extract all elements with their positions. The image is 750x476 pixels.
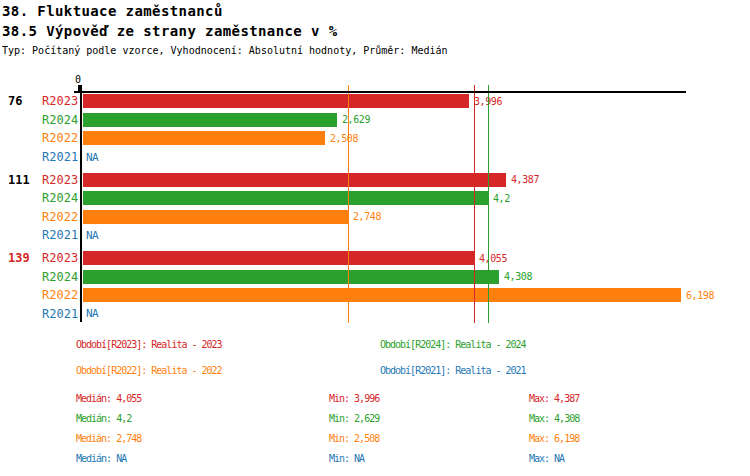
median-stat-r2021: Medián: NA [76,453,126,464]
bar-r2023 [83,173,506,187]
bar-r2022 [83,288,681,302]
bar-value-label: 2,629 [342,114,370,125]
bar-row-139-r2021: R2021 NA [0,305,750,324]
group-label-139: 139 [0,251,42,265]
series-label-r2023: R2023 [42,251,76,265]
bar-row-111-r2024: R2024 4,2 [0,189,750,208]
bar-plot-area: 76R20233,996R20242,629R20222,508R2021NA1… [0,92,750,327]
bar-row-111-r2021: R2021 NA [0,226,750,245]
median-line-r2023 [474,85,475,323]
series-label-r2022: R2022 [42,210,76,224]
min-stat-r2023: Min: 3,996 [329,393,379,404]
legend-item-r2024: Období[R2024]: Realita - 2024 [380,339,526,350]
y-axis-line [80,85,82,322]
max-stat-r2021: Max: NA [529,453,564,464]
median-stat-r2024: Medián: 4,2 [76,413,131,424]
report-chart-canvas: 38. Fluktuace zaměstnanců 38.5 Výpověď z… [0,0,750,476]
series-label-r2024: R2024 [42,270,76,284]
bar-value-label: 4,308 [504,271,532,282]
median-stat-r2022: Medián: 2,748 [76,433,141,444]
bar-group-111: 111R2023 4,387 R2024 4,2 R2022 2,748 R2021 NA [0,170,750,244]
bar-row-76-r2021: R2021 NA [0,148,750,167]
x-axis-line [74,91,686,93]
series-label-r2022: R2022 [42,131,76,145]
series-label-r2021: R2021 [42,228,76,242]
bar-r2022 [83,210,348,224]
bar-row-111-r2023: 111R2023 4,387 [0,170,750,189]
bar-value-label: 4,2 [493,193,510,204]
min-stat-r2022: Min: 2,508 [329,433,379,444]
series-label-r2024: R2024 [42,191,76,205]
bar-value-label: 6,198 [686,290,714,301]
median-stat-r2023: Medián: 4,055 [76,393,141,404]
bar-row-139-r2024: R2024 4,308 [0,267,750,286]
series-label-r2021: R2021 [42,307,76,321]
series-label-r2023: R2023 [42,94,76,108]
series-label-r2024: R2024 [42,113,76,127]
bar-r2024 [83,191,488,205]
x-axis-zero-label: 0 [75,74,81,85]
min-stat-r2024: Min: 2,629 [329,413,379,424]
bar-r2023 [83,94,469,108]
legend-item-r2022: Období[R2022]: Realita - 2022 [76,365,222,376]
bar-r2023 [83,251,474,265]
median-line-r2024 [488,85,489,323]
bar-row-111-r2022: R2022 2,748 [0,208,750,227]
bar-na-label: NA [86,229,98,242]
bar-r2024 [83,270,499,284]
min-stat-r2021: Min: NA [329,453,364,464]
bar-value-label: 4,055 [479,253,507,264]
legend-item-r2023: Období[R2023]: Realita - 2023 [76,339,222,350]
max-stat-r2023: Max: 4,387 [529,393,579,404]
chart-type-info: Typ: Počítaný podle vzorce, Vyhodnocení:… [2,45,448,56]
legend-item-r2021: Období[R2021]: Realita - 2021 [380,365,526,376]
series-label-r2022: R2022 [42,288,76,302]
bar-value-label: 2,508 [330,133,358,144]
bar-group-139: 139R2023 4,055 R2024 4,308 R2022 6,198 R2021 NA [0,249,750,323]
bar-group-76: 76R20233,996 R2024 2,629 R2022 2,508 R2021 NA [0,92,750,166]
bar-row-76-r2023: 76R20233,996 [0,92,750,111]
bar-na-label: NA [86,307,98,320]
group-label-111: 111 [0,173,42,187]
page-title: 38. Fluktuace zaměstnanců [2,3,223,19]
bar-row-139-r2023: 139R2023 4,055 [0,249,750,268]
bar-row-76-r2022: R2022 2,508 [0,129,750,148]
bar-na-label: NA [86,151,98,164]
series-label-r2023: R2023 [42,173,76,187]
bar-row-139-r2022: R2022 6,198 [0,286,750,305]
median-line-r2022 [348,85,349,323]
bar-value-label: 2,748 [353,211,381,222]
bar-value-label: 4,387 [511,174,539,185]
series-label-r2021: R2021 [42,150,76,164]
bar-r2024 [83,113,337,127]
chart-subtitle: 38.5 Výpověď ze strany zaměstnance v % [2,23,338,39]
group-label-76: 76 [0,94,42,108]
max-stat-r2022: Max: 6,198 [529,433,579,444]
bar-r2022 [83,131,325,145]
bar-row-76-r2024: R2024 2,629 [0,111,750,130]
max-stat-r2024: Max: 4,308 [529,413,579,424]
